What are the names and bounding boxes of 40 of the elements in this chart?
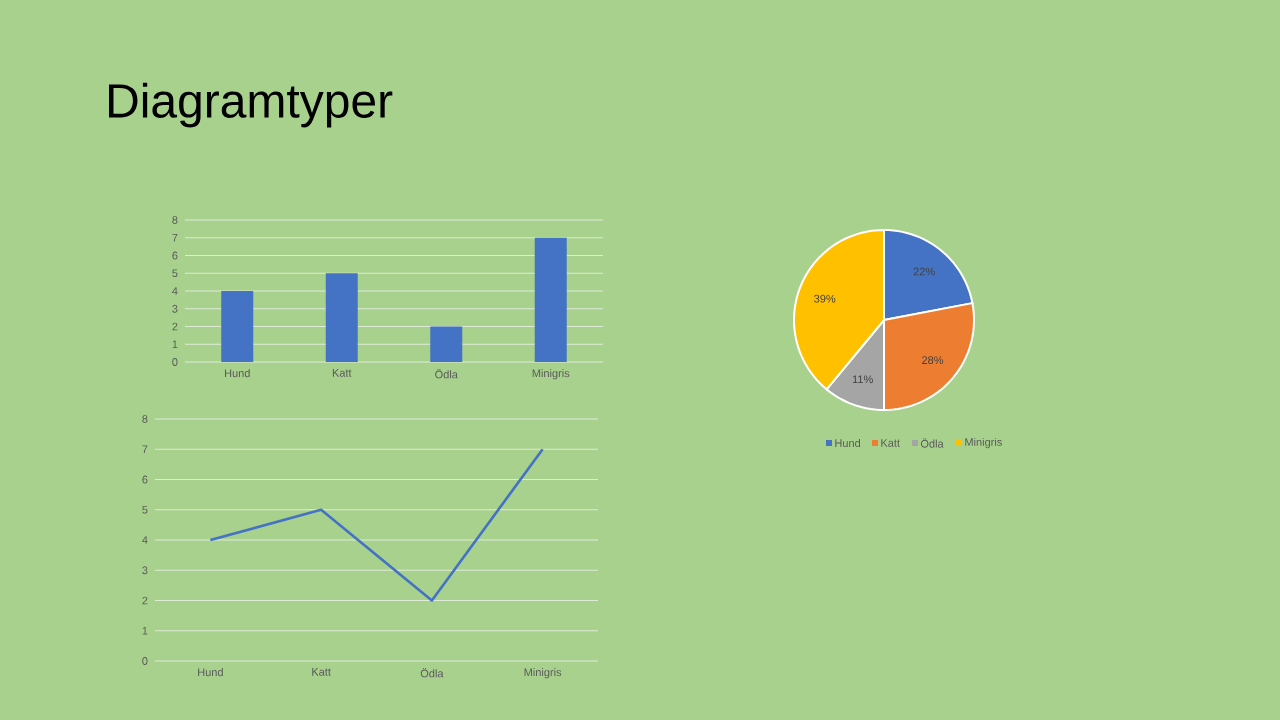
x-tick-label: Minigris <box>532 369 570 380</box>
bar <box>534 237 567 362</box>
y-tick-label: 5 <box>142 505 148 514</box>
legend-label: Katt <box>881 439 900 447</box>
x-tick-label: Minigris <box>524 668 562 679</box>
chart-title: Diagramtyper <box>109 82 393 128</box>
x-tick-label: Katt <box>312 668 331 676</box>
y-tick-label: 8 <box>172 216 178 224</box>
y-tick-label: 4 <box>172 287 178 295</box>
x-tick-label: Ödla <box>420 668 444 678</box>
x-tick-label: Hund <box>225 369 250 378</box>
x-tick-label: Hund <box>198 668 223 677</box>
y-tick-label: 8 <box>142 415 148 423</box>
data-label: 39% <box>814 294 836 303</box>
y-tick-label: 1 <box>172 340 178 349</box>
data-label: 28% <box>922 356 944 365</box>
y-tick-label: 1 <box>142 626 148 635</box>
bar <box>221 291 254 362</box>
y-tick-label: 6 <box>142 475 148 484</box>
legend-label: Ödla <box>920 438 944 448</box>
y-tick-label: 0 <box>142 657 148 665</box>
y-tick-label: 2 <box>172 322 178 331</box>
data-label: 22% <box>913 267 935 276</box>
y-tick-label: 6 <box>172 251 178 260</box>
y-tick-label: 3 <box>142 566 148 575</box>
x-tick-label: Ödla <box>435 369 458 379</box>
y-tick-label: 0 <box>172 358 178 366</box>
bar <box>430 326 463 362</box>
data-label: 11% <box>852 375 873 384</box>
y-tick-label: 2 <box>142 596 148 605</box>
y-tick-label: 7 <box>172 233 178 242</box>
x-tick-label: Katt <box>332 369 352 377</box>
y-tick-label: 5 <box>172 269 178 278</box>
line-series <box>209 447 544 602</box>
y-tick-label: 4 <box>142 536 148 544</box>
y-tick-label: 3 <box>172 304 178 313</box>
y-tick-label: 7 <box>142 445 148 454</box>
legend-label: Hund <box>835 438 861 448</box>
legend-label: Minigris <box>965 437 1002 449</box>
bar <box>325 273 358 362</box>
